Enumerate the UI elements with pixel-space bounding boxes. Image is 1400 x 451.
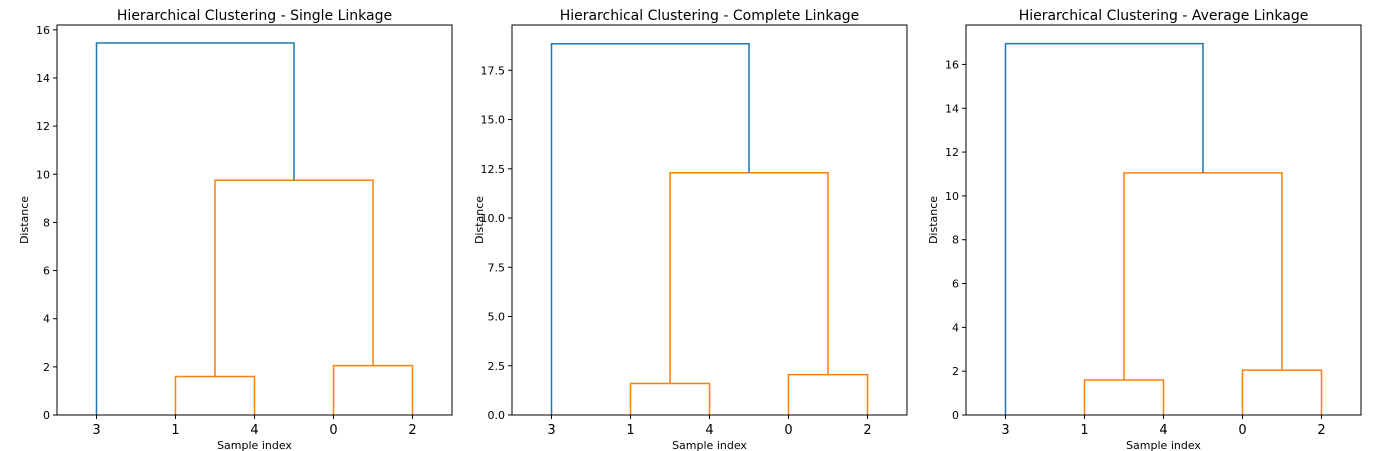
x-tick-label: 0 [784, 423, 792, 438]
y-tick-label: 14 [945, 102, 959, 115]
y-tick-label: 16 [36, 24, 50, 37]
x-tick-label: 4 [705, 423, 713, 438]
x-tick-label: 3 [92, 423, 100, 438]
y-tick-label: 2.5 [488, 360, 506, 373]
y-axis-label: Distance [18, 196, 31, 244]
x-axis-label: Sample index [217, 439, 292, 451]
y-tick-label: 10 [36, 168, 50, 181]
y-axis-label: Distance [473, 196, 486, 244]
plot-frame [56, 24, 453, 416]
dendrogram-panel-3: Hierarchical Clustering - Average Linkag… [927, 8, 1362, 451]
dendrogram-link [787, 373, 869, 415]
y-tick-label: 16 [945, 58, 959, 71]
dendrogram-panel-1: Hierarchical Clustering - Single Linkage… [18, 8, 453, 451]
y-tick-label: 10.0 [481, 212, 506, 225]
y-tick-label: 2 [952, 365, 959, 378]
y-tick-label: 2 [43, 361, 50, 374]
x-tick-label: 4 [250, 423, 258, 438]
x-axis-label: Sample index [672, 439, 747, 451]
chart-title: Hierarchical Clustering - Average Linkag… [1019, 8, 1309, 24]
x-tick-label: 1 [626, 423, 634, 438]
x-tick-label: 0 [1238, 423, 1246, 438]
dendrogram-link [214, 179, 374, 377]
chart-title: Hierarchical Clustering - Complete Linka… [560, 8, 860, 24]
y-tick-label: 5.0 [488, 311, 506, 324]
x-tick-label: 2 [863, 423, 871, 438]
y-tick-label: 14 [36, 72, 50, 85]
y-tick-label: 10 [945, 190, 959, 203]
x-tick-label: 1 [1080, 423, 1088, 438]
y-tick-label: 0 [952, 409, 959, 422]
dendrogram-link [95, 42, 295, 415]
dendrogram-link [332, 364, 414, 415]
x-tick-label: 3 [1001, 423, 1009, 438]
y-tick-label: 4 [43, 313, 50, 326]
x-tick-label: 3 [547, 423, 555, 438]
x-axis-label: Sample index [1126, 439, 1201, 451]
y-tick-label: 0 [43, 409, 50, 422]
y-tick-label: 15.0 [481, 114, 506, 127]
dendrogram-link [1241, 369, 1323, 415]
dendrogram-link [669, 171, 829, 384]
y-tick-label: 12 [36, 120, 50, 133]
dendrogram-link [629, 382, 711, 415]
dendrogram-panel-2: Hierarchical Clustering - Complete Linka… [473, 8, 908, 451]
y-tick-label: 6 [952, 278, 959, 291]
dendrogram-link [1004, 42, 1204, 415]
dendrogram-link [174, 375, 256, 415]
dendrogram-link [1123, 172, 1283, 380]
y-tick-label: 17.5 [481, 64, 506, 77]
chart-title: Hierarchical Clustering - Single Linkage [117, 8, 392, 24]
x-tick-label: 2 [408, 423, 416, 438]
y-tick-label: 6 [43, 265, 50, 278]
y-tick-label: 8 [952, 234, 959, 247]
x-tick-label: 2 [1317, 423, 1325, 438]
y-tick-label: 4 [952, 321, 959, 334]
y-tick-label: 8 [43, 216, 50, 229]
x-tick-label: 0 [329, 423, 337, 438]
y-tick-label: 12 [945, 146, 959, 159]
y-tick-label: 12.5 [481, 163, 506, 176]
plot-frame [965, 24, 1362, 416]
x-tick-label: 4 [1159, 423, 1167, 438]
y-tick-label: 0.0 [488, 409, 506, 422]
dendrogram-link [550, 42, 750, 415]
x-tick-label: 1 [171, 423, 179, 438]
y-tick-label: 7.5 [488, 261, 506, 274]
plot-frame [511, 24, 908, 416]
dendrogram-link [1083, 379, 1165, 415]
y-axis-label: Distance [927, 196, 940, 244]
